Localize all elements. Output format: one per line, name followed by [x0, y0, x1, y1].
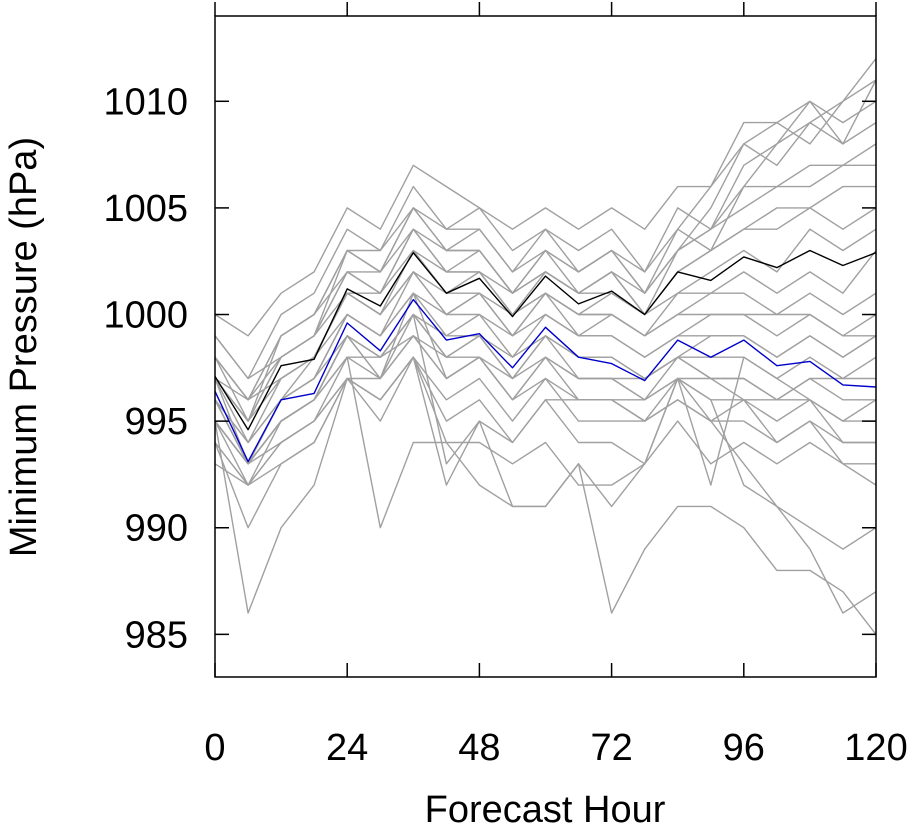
plot-frame [214, 15, 877, 678]
ensemble-member-line-25 [214, 271, 876, 380]
ensemble-mean-line [214, 249, 877, 431]
ensemble-member-line-22 [214, 313, 876, 444]
ensemble-member-line-21 [214, 292, 877, 486]
x-tick-label: 120 [844, 727, 907, 769]
ensemble-member-line-28 [214, 356, 877, 635]
ensemble-member-line-23 [214, 292, 877, 401]
y-tick-label: 985 [125, 614, 188, 656]
x-tick-label: 96 [723, 727, 765, 769]
x-tick-label: 48 [458, 727, 500, 769]
y-axis-title: Minimum Pressure (hPa) [3, 137, 45, 557]
ensemble-member-line-6 [214, 121, 877, 337]
ensemble-member-line-8 [214, 164, 876, 422]
y-tick-label: 995 [125, 401, 188, 443]
y-tick-label: 1005 [103, 188, 188, 230]
ensemble-member-line-26 [214, 356, 876, 529]
y-tick-labels: 985 990 995 1000 1005 1010 [103, 81, 188, 656]
highlight-lines [214, 249, 877, 463]
axes [214, 2, 877, 678]
highlight-series-line [214, 298, 877, 463]
x-tick-label: 24 [326, 727, 368, 769]
y-tick-label: 1010 [103, 81, 188, 123]
x-tick-label: 72 [590, 727, 632, 769]
y-tick-label: 990 [125, 508, 188, 550]
ensemble-member-line-27 [214, 356, 877, 550]
ensemble-member-line-5 [214, 100, 877, 401]
ensemble-member-lines [214, 58, 877, 635]
ensemble-member-line-29 [214, 313, 877, 614]
ensemble-member-line-10 [214, 207, 877, 422]
x-axis-title: Forecast Hour [425, 789, 666, 827]
y-tick-label: 1000 [103, 295, 188, 337]
x-tick-labels: 0 24 48 72 96 120 [204, 727, 907, 769]
x-tick-label: 0 [204, 727, 225, 769]
ensemble-member-line-24 [214, 335, 877, 465]
